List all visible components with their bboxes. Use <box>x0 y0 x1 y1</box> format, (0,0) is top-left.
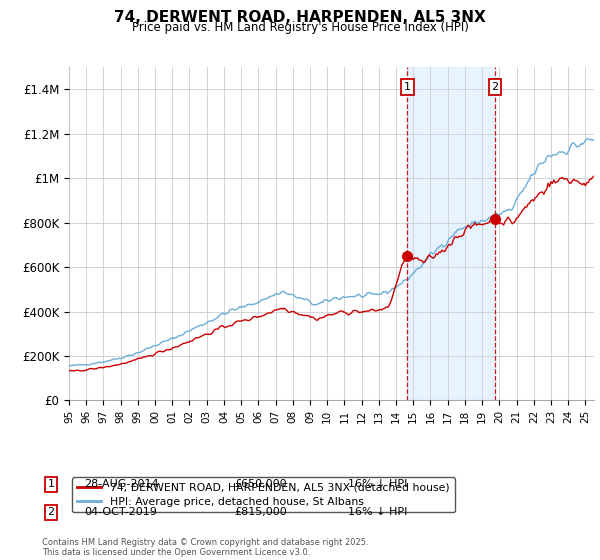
Bar <box>407 67 495 400</box>
Text: 2: 2 <box>47 507 55 517</box>
Text: £815,000: £815,000 <box>234 507 287 517</box>
Text: 04-OCT-2019: 04-OCT-2019 <box>84 507 157 517</box>
Text: 74, DERWENT ROAD, HARPENDEN, AL5 3NX: 74, DERWENT ROAD, HARPENDEN, AL5 3NX <box>114 10 486 25</box>
Text: 2: 2 <box>491 82 499 92</box>
Text: Contains HM Land Registry data © Crown copyright and database right 2025.
This d: Contains HM Land Registry data © Crown c… <box>42 538 368 557</box>
Text: 1: 1 <box>404 82 411 92</box>
Text: 28-AUG-2014: 28-AUG-2014 <box>84 479 158 489</box>
Legend: 74, DERWENT ROAD, HARPENDEN, AL5 3NX (detached house), HPI: Average price, detac: 74, DERWENT ROAD, HARPENDEN, AL5 3NX (de… <box>72 478 455 512</box>
Text: Price paid vs. HM Land Registry's House Price Index (HPI): Price paid vs. HM Land Registry's House … <box>131 21 469 34</box>
Text: 16% ↓ HPI: 16% ↓ HPI <box>348 479 407 489</box>
Text: 1: 1 <box>47 479 55 489</box>
Text: 16% ↓ HPI: 16% ↓ HPI <box>348 507 407 517</box>
Text: £650,000: £650,000 <box>234 479 287 489</box>
